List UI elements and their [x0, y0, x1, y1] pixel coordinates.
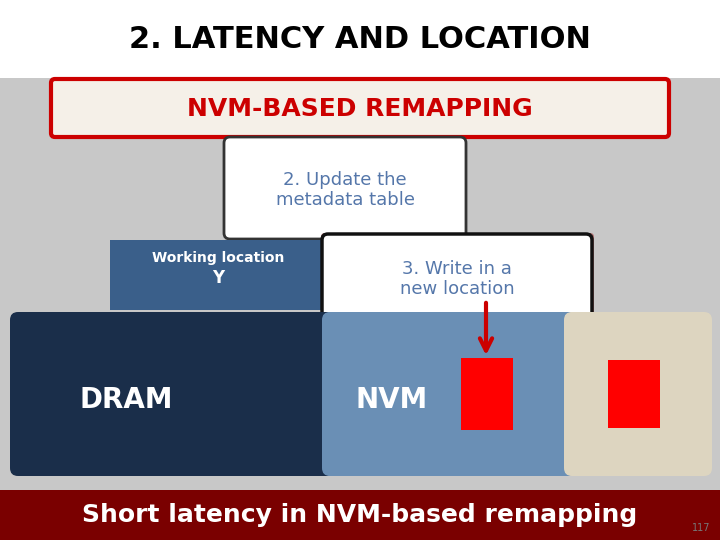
Text: 117: 117 [691, 523, 710, 533]
FancyBboxPatch shape [10, 312, 334, 476]
Bar [0, 0, 720, 78]
Text: NVM: NVM [355, 386, 427, 414]
Text: Short latency in NVM-based remapping: Short latency in NVM-based remapping [82, 503, 638, 527]
FancyBboxPatch shape [322, 234, 592, 322]
Text: 2. Update the
metadata table: 2. Update the metadata table [276, 171, 415, 210]
Bar [461, 358, 513, 430]
FancyBboxPatch shape [564, 312, 712, 476]
Text: Y: Y [212, 269, 224, 287]
Bar [110, 240, 325, 310]
FancyBboxPatch shape [224, 137, 466, 239]
Bar [608, 360, 660, 428]
FancyBboxPatch shape [321, 233, 594, 323]
Text: 3. Write in a
new location: 3. Write in a new location [400, 260, 514, 299]
Bar [0, 490, 720, 540]
FancyBboxPatch shape [51, 79, 669, 137]
Text: Working location: Working location [152, 251, 284, 265]
Text: NVM-BASED REMAPPING: NVM-BASED REMAPPING [187, 97, 533, 121]
Text: 2. LATENCY AND LOCATION: 2. LATENCY AND LOCATION [129, 24, 591, 53]
Text: DRAM: DRAM [80, 386, 174, 414]
FancyBboxPatch shape [322, 312, 576, 476]
